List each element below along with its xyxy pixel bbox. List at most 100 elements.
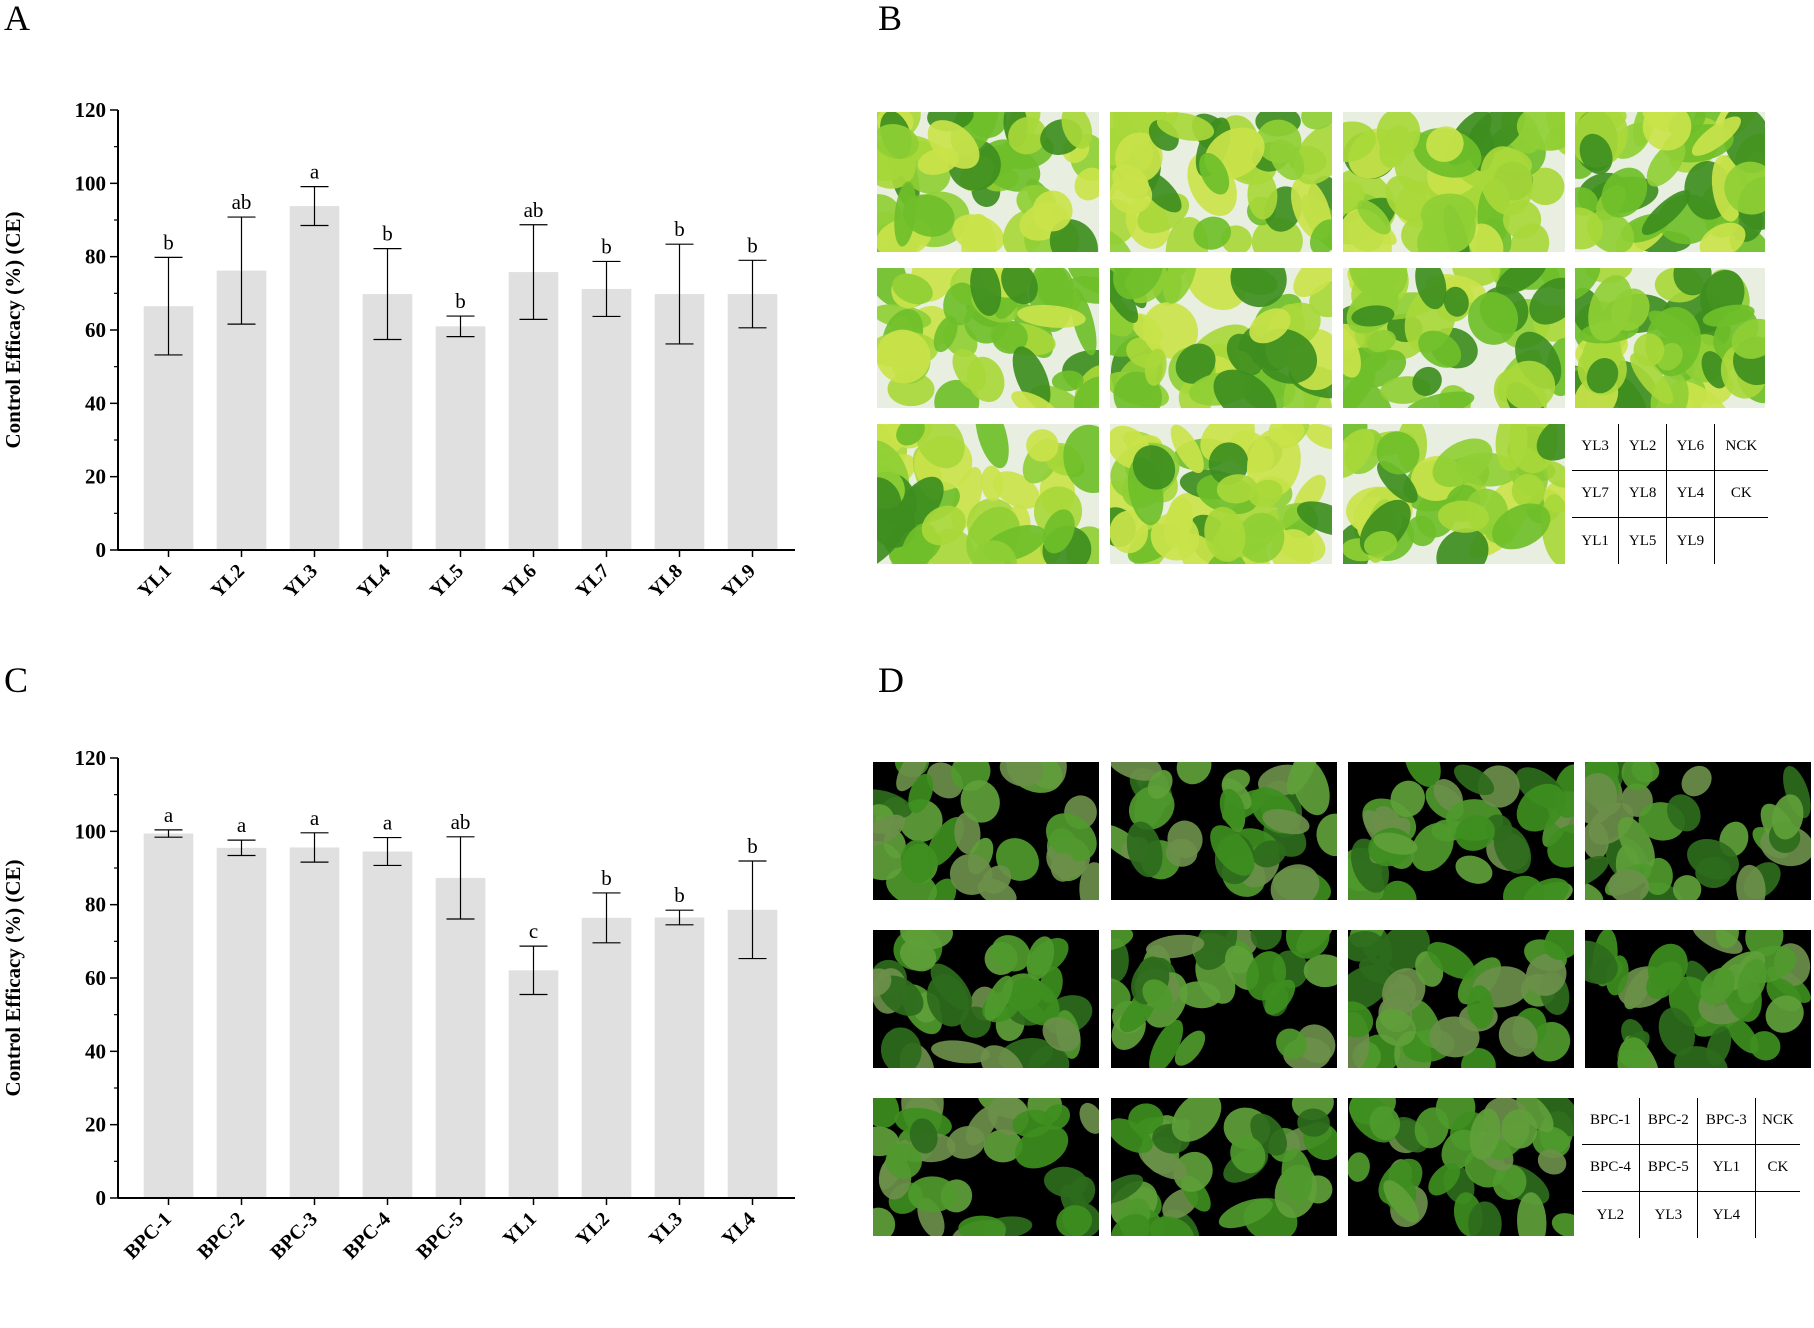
error-bar-yl1 — [519, 945, 548, 996]
legend-row: BPC-4 BPC-5 YL1 CK — [1582, 1144, 1800, 1193]
bar-bpc-3 — [289, 847, 340, 1198]
significance-letter: c — [529, 919, 538, 943]
y-tick-label: 120 — [75, 746, 107, 770]
legend-cell: YL4 — [1697, 1191, 1756, 1238]
plant-photo-d — [873, 1098, 1099, 1236]
x-tick-label: YL1 — [499, 1208, 541, 1250]
plant-photo-b — [1575, 268, 1765, 408]
y-tick-label: 20 — [85, 1113, 106, 1137]
error-bar-yl9 — [738, 259, 767, 329]
legend-cell — [1755, 1192, 1800, 1238]
significance-letter: ab — [232, 190, 252, 214]
error-bar-yl4 — [738, 860, 767, 960]
plant-photo-d — [1585, 762, 1811, 900]
y-tick-label: 0 — [96, 1186, 107, 1210]
x-tick-label: YL5 — [426, 560, 468, 602]
bar-bpc-5 — [435, 877, 486, 1198]
legend-cell: CK — [1714, 470, 1768, 519]
legend-cell: YL2 — [1582, 1191, 1640, 1238]
x-tick-label: BPC-1 — [120, 1208, 176, 1264]
significance-letter: b — [674, 217, 685, 241]
error-bar-bpc-4 — [373, 836, 402, 867]
panel-label-b: B — [878, 0, 903, 38]
bar-yl7 — [581, 288, 632, 550]
error-bar-yl2 — [227, 216, 256, 325]
x-tick-label: YL2 — [207, 560, 249, 602]
legend-cell: YL8 — [1618, 470, 1667, 519]
significance-letter: ab — [524, 198, 544, 222]
y-tick-label: 0 — [96, 538, 107, 562]
y-axis-label: Control Efficacy (%) (CE) — [1, 212, 25, 449]
plant-photo-b — [1575, 112, 1765, 252]
error-bar-yl2 — [592, 892, 621, 944]
legend-cell: BPC-1 — [1582, 1098, 1640, 1145]
bar-bpc-1 — [143, 833, 194, 1198]
legend-cell: YL3 — [1572, 424, 1620, 471]
y-tick-label: 80 — [85, 893, 106, 917]
error-bar-yl5 — [446, 315, 475, 338]
legend-cell: NCK — [1755, 1098, 1800, 1145]
significance-letter: b — [747, 834, 758, 858]
error-bar-yl3 — [665, 909, 694, 926]
legend-table-b: YL3 YL2 YL6 NCK YL7 YL8 YL4 CK YL1 YL5 YL9 — [1572, 424, 1768, 564]
plant-photo-b — [1110, 268, 1332, 408]
plant-photo-d — [1348, 762, 1574, 900]
plant-photo-d — [873, 762, 1099, 900]
legend-cell: YL6 — [1666, 424, 1715, 471]
x-tick-label: YL3 — [645, 1208, 687, 1250]
legend-cell: YL3 — [1639, 1191, 1698, 1238]
plant-photo-d — [1111, 762, 1337, 900]
plant-photo-b — [1110, 112, 1332, 252]
plant-photo-d — [1585, 930, 1811, 1068]
x-tick-label: YL3 — [280, 560, 322, 602]
panel-label-a: A — [4, 0, 30, 38]
legend-row: YL7 YL8 YL4 CK — [1572, 470, 1768, 519]
bar-yl1 — [508, 970, 559, 1198]
plant-photo-d — [1111, 930, 1337, 1068]
significance-letter: a — [237, 813, 247, 837]
legend-cell: BPC-4 — [1582, 1144, 1640, 1193]
x-tick-label: BPC-2 — [193, 1208, 249, 1264]
error-bar-yl4 — [373, 248, 402, 341]
legend-row: YL1 YL5 YL9 — [1572, 517, 1768, 564]
x-tick-label: YL9 — [718, 560, 760, 602]
y-tick-label: 60 — [85, 318, 106, 342]
bar-chart-a: b YL1 ab YL2 a YL3 b YL4 b YL5 ab YL6 b YL7 b YL8 b YL9 0 2… — [1, 98, 795, 602]
significance-letter: b — [601, 234, 612, 258]
significance-letter: b — [455, 289, 466, 313]
y-axis-label: Control Efficacy (%) (CE) — [1, 860, 25, 1097]
significance-letter: a — [383, 811, 393, 835]
x-tick-label: BPC-4 — [339, 1208, 395, 1264]
x-tick-label: YL4 — [353, 560, 395, 602]
plant-photo-b — [1343, 424, 1565, 564]
significance-letter: b — [747, 233, 758, 257]
significance-letter: b — [163, 230, 174, 254]
bar-bpc-2 — [216, 847, 267, 1198]
error-bar-yl6 — [519, 224, 548, 320]
significance-letter: b — [601, 866, 612, 890]
panel-label-c: C — [4, 660, 29, 700]
legend-row: BPC-1 BPC-2 BPC-3 NCK — [1582, 1098, 1800, 1145]
x-tick-label: YL4 — [718, 1208, 760, 1250]
bar-chart-c: a BPC-1 a BPC-2 a BPC-3 a BPC-4 ab BPC-5 c YL1 b YL2 b… — [1, 746, 795, 1264]
error-bar-bpc-1 — [154, 829, 183, 838]
plant-photo-b — [877, 424, 1099, 564]
plant-photo-b — [877, 268, 1099, 408]
plant-photo-d — [1348, 1098, 1574, 1236]
legend-cell: YL4 — [1666, 470, 1715, 519]
y-tick-label: 40 — [85, 391, 106, 415]
significance-letter: b — [382, 222, 393, 246]
legend-cell: BPC-3 — [1697, 1098, 1756, 1145]
y-tick-label: 120 — [75, 98, 107, 122]
plant-photo-b — [1110, 424, 1332, 564]
x-tick-label: BPC-5 — [412, 1208, 468, 1264]
bar-bpc-4 — [362, 851, 413, 1198]
legend-row: YL2 YL3 YL4 — [1582, 1191, 1800, 1238]
legend-table-d: BPC-1 BPC-2 BPC-3 NCK BPC-4 BPC-5 YL1 CK YL2 YL3 Y… — [1582, 1098, 1800, 1238]
error-bar-bpc-5 — [446, 836, 475, 920]
panel-label-d: D — [878, 660, 904, 700]
legend-cell: YL9 — [1666, 517, 1715, 564]
legend-cell — [1714, 518, 1768, 564]
y-tick-label: 20 — [85, 465, 106, 489]
bar-yl3 — [289, 206, 340, 551]
